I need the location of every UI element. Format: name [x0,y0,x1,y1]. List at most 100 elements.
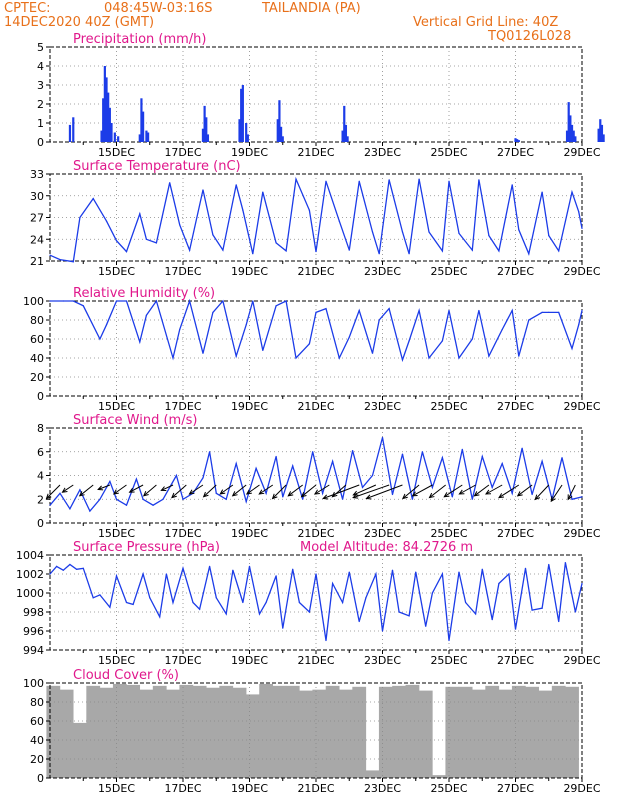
rh-point [145,314,148,316]
cloud-bar [485,685,500,778]
pressure-point [115,575,118,577]
temp-point [242,209,244,211]
temp-point [558,250,560,252]
wind-point [561,457,563,459]
cloud-bar [405,684,420,778]
wind-arrow [516,484,533,497]
temp-point [222,249,224,251]
rh-point [541,311,543,313]
wind-point [581,496,583,498]
pressure-point [315,573,317,575]
rh-point [125,300,128,302]
wind-point [431,486,433,488]
rh-point [179,328,181,331]
cloud-xtick-label: 29DEC [563,782,600,795]
precip-bar [105,77,108,142]
temp-point [408,253,410,255]
precip-bar [565,130,569,142]
pressure-ytick-label: 996 [23,625,44,638]
pressure-point [232,569,234,571]
temp-point [478,179,480,181]
cloud-bar [525,686,540,778]
pressure-point [172,601,174,604]
rh-point [212,311,214,313]
wind-arrow [271,484,287,500]
temp-point [285,250,287,252]
wind-arrow [160,484,174,491]
cloud-bar [312,689,327,778]
wind-point [275,455,277,458]
wind-point [109,480,111,483]
pressure-point [448,639,450,642]
wind-arrow [61,484,74,493]
wind-arrow [428,484,446,499]
precip-ytick-label: 0 [37,136,44,149]
wind-arrow-head [352,490,359,496]
pressure-point [425,625,427,627]
wind-arrow [331,484,347,498]
wind-xtick-label: 27DEC [497,527,534,540]
precip-xtick-label: 21DEC [297,146,334,159]
precip-bar [110,123,113,142]
rh-point [528,319,530,321]
temp-point [488,235,490,237]
precip-bar [68,124,72,142]
cloud-bar [259,683,274,778]
temp-xtick-label: 25DEC [430,265,467,278]
pressure-point [56,565,58,568]
rh-point [418,309,420,312]
pressure-point [298,601,300,604]
wind-point [69,508,71,510]
pressure-point [581,582,583,585]
temp-point [235,184,237,186]
wind-xtick-label: 25DEC [430,527,467,540]
precip-bar [117,136,120,142]
wind-arrow-shaft [444,484,463,498]
temp-point [401,231,404,233]
precip-bar [341,130,344,142]
temp-point [59,258,61,261]
wind-arrow [78,484,94,497]
wind-ytick-label: 0 [37,517,44,530]
wind-arrow-head [567,494,573,501]
temp-point [105,220,108,222]
rh-xtick-label: 25DEC [430,400,467,413]
cloud-bar [445,686,460,778]
rh-point [511,309,513,312]
wind-arrow [142,484,157,497]
rh-xtick-label: 15DEC [98,400,135,413]
precip-bar [142,111,145,142]
temp-point [252,253,254,255]
temp-point [179,224,181,226]
cloud-xtick-label: 17DEC [164,782,201,795]
cloud-ytick-label: 60 [30,715,44,728]
precip-bar [100,130,103,142]
rh-xtick-label: 21DEC [297,400,334,413]
rh-point [578,324,580,326]
wind-arrow [128,484,144,493]
precip-xtick-label: 29DEC [563,146,600,159]
precip-bar [107,92,110,142]
wind-arrow-shaft [352,484,390,499]
wind-arrow-head [313,489,320,495]
wind-point [125,504,128,506]
rh-point [338,357,340,359]
precip-bar [201,128,205,142]
wind-arrow [97,484,111,491]
cloud-bar [432,775,446,778]
pressure-point [524,567,527,569]
rh-xtick-label: 23DEC [364,400,401,413]
wind-arrow-head [231,491,238,497]
wind-arrow-head [171,492,177,499]
wind-arrow-head [484,489,492,495]
rh-ytick-label: 60 [30,333,44,346]
cloud-title: Cloud Cover (%) [73,668,179,683]
pressure-ytick-label: 994 [23,644,44,657]
precip-bar [279,126,283,142]
rh-xtick-label: 19DEC [231,400,268,413]
wind-arrow-shaft [567,484,576,500]
pressure-point [125,601,128,604]
wind-arrow-head [401,493,408,500]
wind-arrow-head [352,493,359,499]
temp-point [295,178,297,180]
